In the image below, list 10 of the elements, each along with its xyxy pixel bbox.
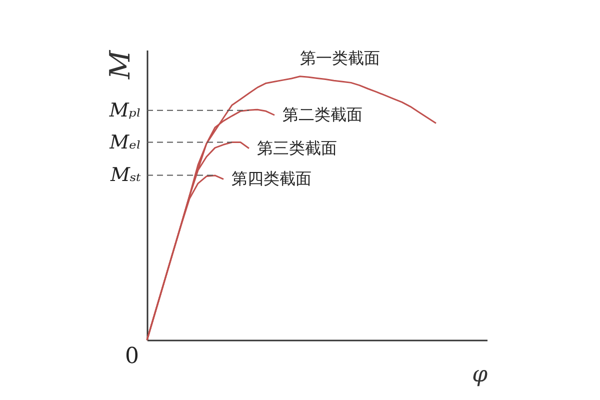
series-label: 第四类截面 [232, 169, 312, 188]
ref-line-label: Mₚₗ [108, 99, 141, 122]
y-axis-title: M [104, 49, 136, 80]
series-label: 第一类截面 [300, 48, 380, 68]
series-label: 第三类截面 [257, 138, 337, 158]
ref-line-label: Mₛₜ [109, 164, 142, 186]
text: 0 [125, 344, 139, 369]
ref-line-label: Mₑₗ [108, 131, 141, 154]
series-label: 第二类截面 [282, 105, 362, 124]
x-axis-title: φ [472, 362, 488, 388]
